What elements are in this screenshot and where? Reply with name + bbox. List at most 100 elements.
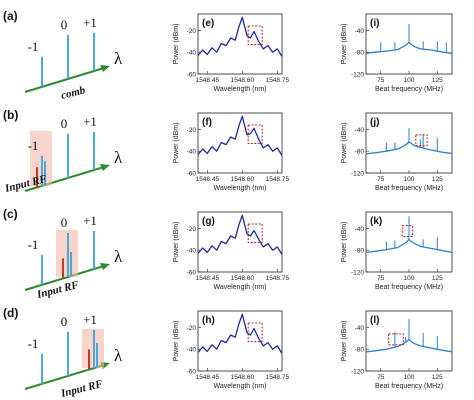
order-label: -1	[28, 138, 39, 153]
highlight-box	[247, 223, 263, 244]
x-axis-label: Wavelength (nm)	[213, 383, 266, 390]
y-tick-label: -60	[187, 72, 197, 79]
wavelength-axis-arrow	[24, 67, 105, 93]
wavelength-symbol: λ	[114, 49, 123, 68]
x-tick-label: 1548.60	[231, 77, 255, 84]
x-axis-label: Wavelength (nm)	[213, 284, 266, 291]
series-line	[365, 338, 453, 353]
wavelength-symbol: λ	[114, 247, 123, 266]
x-tick-label: 1548.60	[231, 176, 255, 183]
y-tick-label: -40	[355, 325, 365, 332]
panel-label: (k)	[370, 216, 382, 227]
highlight-box	[247, 25, 263, 46]
order-label: 0	[61, 17, 68, 32]
y-tick-label: -60	[187, 270, 197, 277]
x-tick-label: 100	[404, 77, 415, 84]
y-axis-label: Power (dBm)	[341, 123, 348, 164]
x-tick-label: 1548.45	[196, 275, 220, 282]
y-tick-label: -80	[355, 248, 365, 255]
y-tick-label: -80	[355, 347, 365, 354]
y-tick-label: -40	[355, 28, 365, 35]
plot-frame	[197, 13, 283, 75]
y-tick-label: -120	[351, 171, 364, 178]
wavelength-axis-arrow	[24, 364, 105, 390]
input-rf-label: Input RF	[59, 378, 105, 400]
order-label: +1	[83, 213, 97, 228]
series-line	[197, 115, 283, 156]
y-tick-label: -20	[187, 28, 197, 35]
highlight-box	[401, 225, 413, 238]
plot-frame	[197, 211, 283, 273]
x-tick-label: 125	[432, 374, 443, 381]
schematic-panel: (d) λ -1 0 +1 Input RF	[3, 306, 123, 400]
x-tick-label: 75	[377, 275, 385, 282]
highlight-box	[247, 124, 263, 145]
order-label: 0	[61, 215, 68, 230]
y-axis-label: Power (dBm)	[173, 321, 180, 362]
x-tick-label: 1548.60	[231, 374, 255, 381]
schematic-panel: (a) λ -1 0 +1 comb	[3, 9, 123, 102]
wavelength-axis-arrow	[24, 166, 105, 192]
x-axis-label: Wavelength (nm)	[213, 86, 266, 93]
y-axis-label: Power (dBm)	[341, 222, 348, 263]
wavelength-symbol: λ	[114, 346, 123, 365]
arrowhead-icon	[100, 263, 110, 270]
x-tick-label: 125	[432, 77, 443, 84]
x-axis-label: Wavelength (nm)	[213, 185, 266, 192]
y-tick-label: -120	[351, 369, 364, 376]
y-axis-label: Power (dBm)	[341, 321, 348, 362]
comb-label: comb	[60, 84, 87, 102]
y-tick-label: -80	[355, 50, 365, 57]
x-tick-label: 75	[377, 374, 385, 381]
panel-label: (c)	[3, 207, 18, 221]
arrowhead-icon	[100, 164, 110, 171]
x-tick-label: 1548.75	[266, 176, 290, 183]
chart-panel: -40 -80 -120 75 100 125 Beat frequency (MHz) Po…	[341, 13, 453, 93]
y-axis-label: Power (dBm)	[173, 24, 180, 65]
x-axis-label: Beat frequency (MHz)	[375, 284, 443, 291]
panel-label: (i)	[370, 18, 379, 29]
y-tick-label: -40	[187, 149, 197, 156]
plot-frame	[197, 310, 283, 372]
panel-label: (h)	[202, 315, 215, 326]
y-tick-label: -20	[187, 226, 197, 233]
y-axis-label: Power (dBm)	[173, 222, 180, 263]
panel-label: (b)	[3, 108, 18, 122]
y-tick-label: -40	[187, 50, 197, 57]
y-tick-label: -20	[187, 325, 197, 332]
order-label: -1	[28, 237, 39, 252]
series-line	[365, 41, 453, 54]
order-label: +1	[83, 312, 97, 327]
order-label: 0	[61, 314, 68, 329]
y-tick-label: -20	[187, 127, 197, 134]
x-tick-label: 75	[377, 176, 385, 183]
order-label: +1	[83, 15, 97, 30]
highlight-box	[247, 322, 263, 343]
series-line	[197, 214, 283, 255]
y-tick-label: -60	[187, 171, 197, 178]
x-tick-label: 100	[404, 275, 415, 282]
chart-panel: -40 -80 -120 75 100 125 Beat frequency (MHz) Po…	[341, 112, 453, 192]
y-tick-label: -40	[187, 248, 197, 255]
x-tick-label: 125	[432, 275, 443, 282]
panel-label: (j)	[370, 117, 379, 128]
chart-panel: -40 -80 -120 75 100 125 Beat frequency (MHz) Po…	[341, 310, 453, 390]
series-line	[197, 313, 283, 354]
x-tick-label: 1548.45	[196, 374, 220, 381]
chart-panel: -40 -80 -120 75 100 125 Beat frequency (MHz) Po…	[341, 211, 453, 291]
x-tick-label: 125	[432, 176, 443, 183]
x-tick-label: 1548.45	[196, 77, 220, 84]
y-axis-label: Power (dBm)	[173, 123, 180, 164]
x-tick-label: 75	[377, 77, 385, 84]
x-axis-label: Beat frequency (MHz)	[375, 86, 443, 93]
highlight-box	[415, 134, 428, 147]
wavelength-axis-arrow	[24, 265, 105, 291]
panel-label: (g)	[202, 216, 215, 227]
x-tick-label: 1548.60	[231, 275, 255, 282]
